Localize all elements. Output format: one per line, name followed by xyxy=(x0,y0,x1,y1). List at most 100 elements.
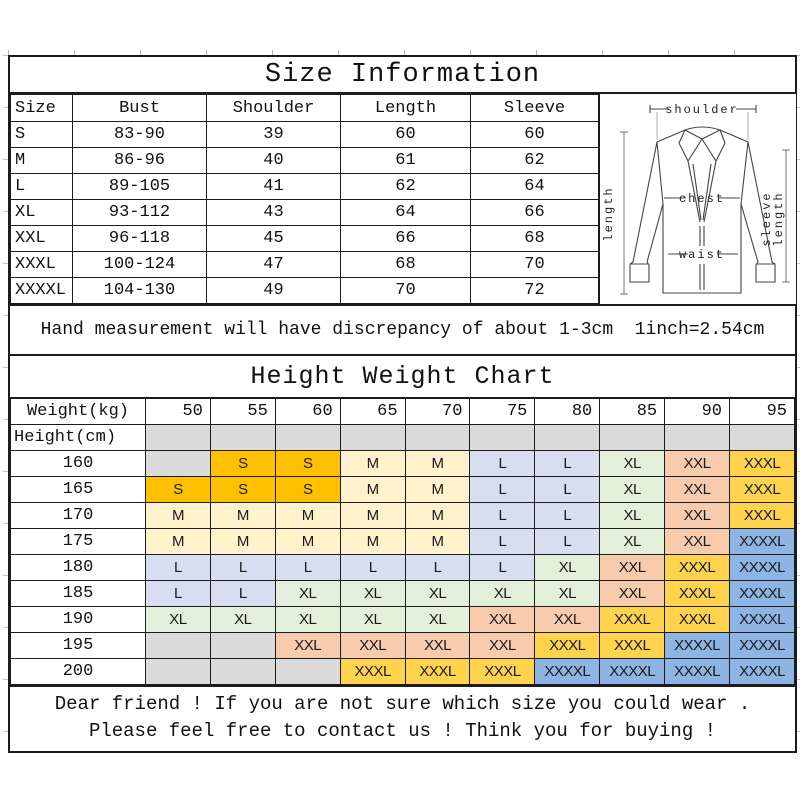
footer-line-1: Dear friend ! If you are not sure which … xyxy=(54,693,751,715)
spacer-cell xyxy=(534,424,601,451)
recommended-size-cell: XL xyxy=(599,476,666,503)
size-value-cell: 68 xyxy=(340,251,471,278)
recommended-size-cell: XXL xyxy=(274,632,341,659)
spacer-cell xyxy=(469,424,536,451)
recommended-size-cell: L xyxy=(145,554,211,581)
size-value-cell: 41 xyxy=(206,173,341,200)
recommended-size-cell: L xyxy=(469,502,536,529)
height-weight-row: 175 M M M M M L L XL XXL XXXXL xyxy=(10,528,795,555)
chest-label: chest xyxy=(679,192,725,206)
weight-value-header: 70 xyxy=(404,398,471,425)
weight-value-header: 60 xyxy=(274,398,341,425)
height-weight-table: Weight(kg) 50 55 60 65 70 75 80 85 90 95 Height(cm… xyxy=(10,398,795,685)
size-information-title: Size Information xyxy=(10,57,795,94)
height-value-cell: 195 xyxy=(10,632,146,659)
size-table-column-header: Length xyxy=(340,94,471,122)
recommended-size-cell: L xyxy=(404,554,471,581)
spacer-cell xyxy=(664,424,731,451)
height-label-row: Height(cm) xyxy=(10,424,795,451)
recommended-size-cell: XXXL xyxy=(729,476,795,503)
size-table-body: S 83-90 39 60 60 M 86-96 40 61 62 L 89-105 41 62 64 XL 9… xyxy=(10,121,599,304)
recommended-size-cell: XXXXL xyxy=(599,658,666,685)
size-value-cell: 60 xyxy=(470,121,599,148)
height-value-cell: 200 xyxy=(10,658,146,685)
recommended-size-cell: XXXL xyxy=(469,658,536,685)
size-table-column-header: Sleeve xyxy=(470,94,599,122)
height-value-cell: 170 xyxy=(10,502,146,529)
weight-header-row: Weight(kg) 50 55 60 65 70 75 80 85 90 95 xyxy=(10,398,795,425)
size-value-cell: 83-90 xyxy=(72,121,207,148)
recommended-size-cell: XXXL xyxy=(664,606,731,633)
size-name-cell: XXXL xyxy=(10,251,73,278)
recommended-size-cell: L xyxy=(209,554,276,581)
recommended-size-cell: XL xyxy=(404,606,471,633)
size-value-cell: 40 xyxy=(206,147,341,174)
recommended-size-cell: XXXXL xyxy=(664,658,731,685)
sleeve-length-label-2: length xyxy=(772,191,786,246)
height-weight-row: 180 L L L L L L XL XXL XXXL XXXXL xyxy=(10,554,795,581)
weight-value-header: 90 xyxy=(664,398,731,425)
recommended-size-cell: XXXXL xyxy=(729,554,795,581)
size-table: Size Bust Shoulder Length Sleeve S 83-90 39 60 6… xyxy=(10,94,599,304)
size-value-cell: 43 xyxy=(206,199,341,226)
recommended-size-cell: XXL xyxy=(599,554,666,581)
recommended-size-cell: XL xyxy=(274,580,341,607)
recommended-size-cell: XL xyxy=(339,580,406,607)
recommended-size-cell: XXXL xyxy=(534,632,601,659)
weight-value-header: 75 xyxy=(469,398,536,425)
height-value-cell: 160 xyxy=(10,450,146,477)
height-weight-row: 165 S S S M M L L XL XXL XXXL xyxy=(10,476,795,503)
recommended-size-cell: L xyxy=(534,528,601,555)
size-table-header-row: Size Bust Shoulder Length Sleeve xyxy=(10,94,599,122)
recommended-size-cell: M xyxy=(404,450,471,477)
recommended-size-cell: M xyxy=(209,502,276,529)
recommended-size-cell: XL xyxy=(274,606,341,633)
recommended-size-cell: M xyxy=(209,528,276,555)
spacer-cell xyxy=(209,424,276,451)
recommended-size-cell: XXXXL xyxy=(534,658,601,685)
height-value-cell: 165 xyxy=(10,476,146,503)
recommended-size-cell: XXL xyxy=(469,632,536,659)
size-value-cell: 64 xyxy=(470,173,599,200)
weight-value-header: 85 xyxy=(599,398,666,425)
spacer-cell xyxy=(274,424,341,451)
size-value-cell: 86-96 xyxy=(72,147,207,174)
size-value-cell: 39 xyxy=(206,121,341,148)
recommended-size-cell: S xyxy=(209,476,276,503)
size-value-cell: 66 xyxy=(470,199,599,226)
recommended-size-cell: XXXL xyxy=(664,580,731,607)
size-table-column-header: Bust xyxy=(72,94,207,122)
recommended-size-cell: M xyxy=(145,528,211,555)
recommended-size-cell: XXL xyxy=(664,528,731,555)
recommended-size-cell: M xyxy=(274,502,341,529)
recommended-size-cell: S xyxy=(145,476,211,503)
height-weight-row: 190 XL XL XL XL XL XXL XXL XXXL XXXL XXXXL xyxy=(10,606,795,633)
height-weight-chart-title: Height Weight Chart xyxy=(10,356,795,398)
recommended-size-cell: M xyxy=(404,528,471,555)
recommended-size-cell: XXXL xyxy=(599,632,666,659)
spacer-cell xyxy=(339,424,406,451)
size-table-row: XXXXL 104-130 49 70 72 xyxy=(10,277,599,304)
recommended-size-cell: XXXXL xyxy=(729,606,795,633)
recommended-size-cell: M xyxy=(339,476,406,503)
footer-message: Dear friend ! If you are not sure which … xyxy=(10,685,795,751)
recommended-size-cell: L xyxy=(274,554,341,581)
recommended-size-cell: XXL xyxy=(469,606,536,633)
height-weight-row: 170 M M M M M L L XL XXL XXXL xyxy=(10,502,795,529)
shirt-measurement-diagram: shoulder chest waist length sleeve lengt… xyxy=(599,94,796,304)
weight-value-header: 50 xyxy=(145,398,211,425)
size-name-cell: XL xyxy=(10,199,73,226)
waist-label: waist xyxy=(679,248,725,262)
spacer-cell xyxy=(729,424,795,451)
recommended-size-cell: XL xyxy=(599,450,666,477)
recommended-size-cell: L xyxy=(469,528,536,555)
recommended-size-cell: L xyxy=(534,450,601,477)
weight-value-header: 95 xyxy=(729,398,795,425)
size-value-cell: 100-124 xyxy=(72,251,207,278)
recommended-size-cell: XXXXL xyxy=(729,632,795,659)
recommended-size-cell: L xyxy=(469,476,536,503)
size-value-cell: 66 xyxy=(340,225,471,252)
recommended-size-cell: L xyxy=(469,554,536,581)
size-value-cell: 70 xyxy=(340,277,471,304)
sleeve-length-label-1: sleeve xyxy=(760,191,774,246)
